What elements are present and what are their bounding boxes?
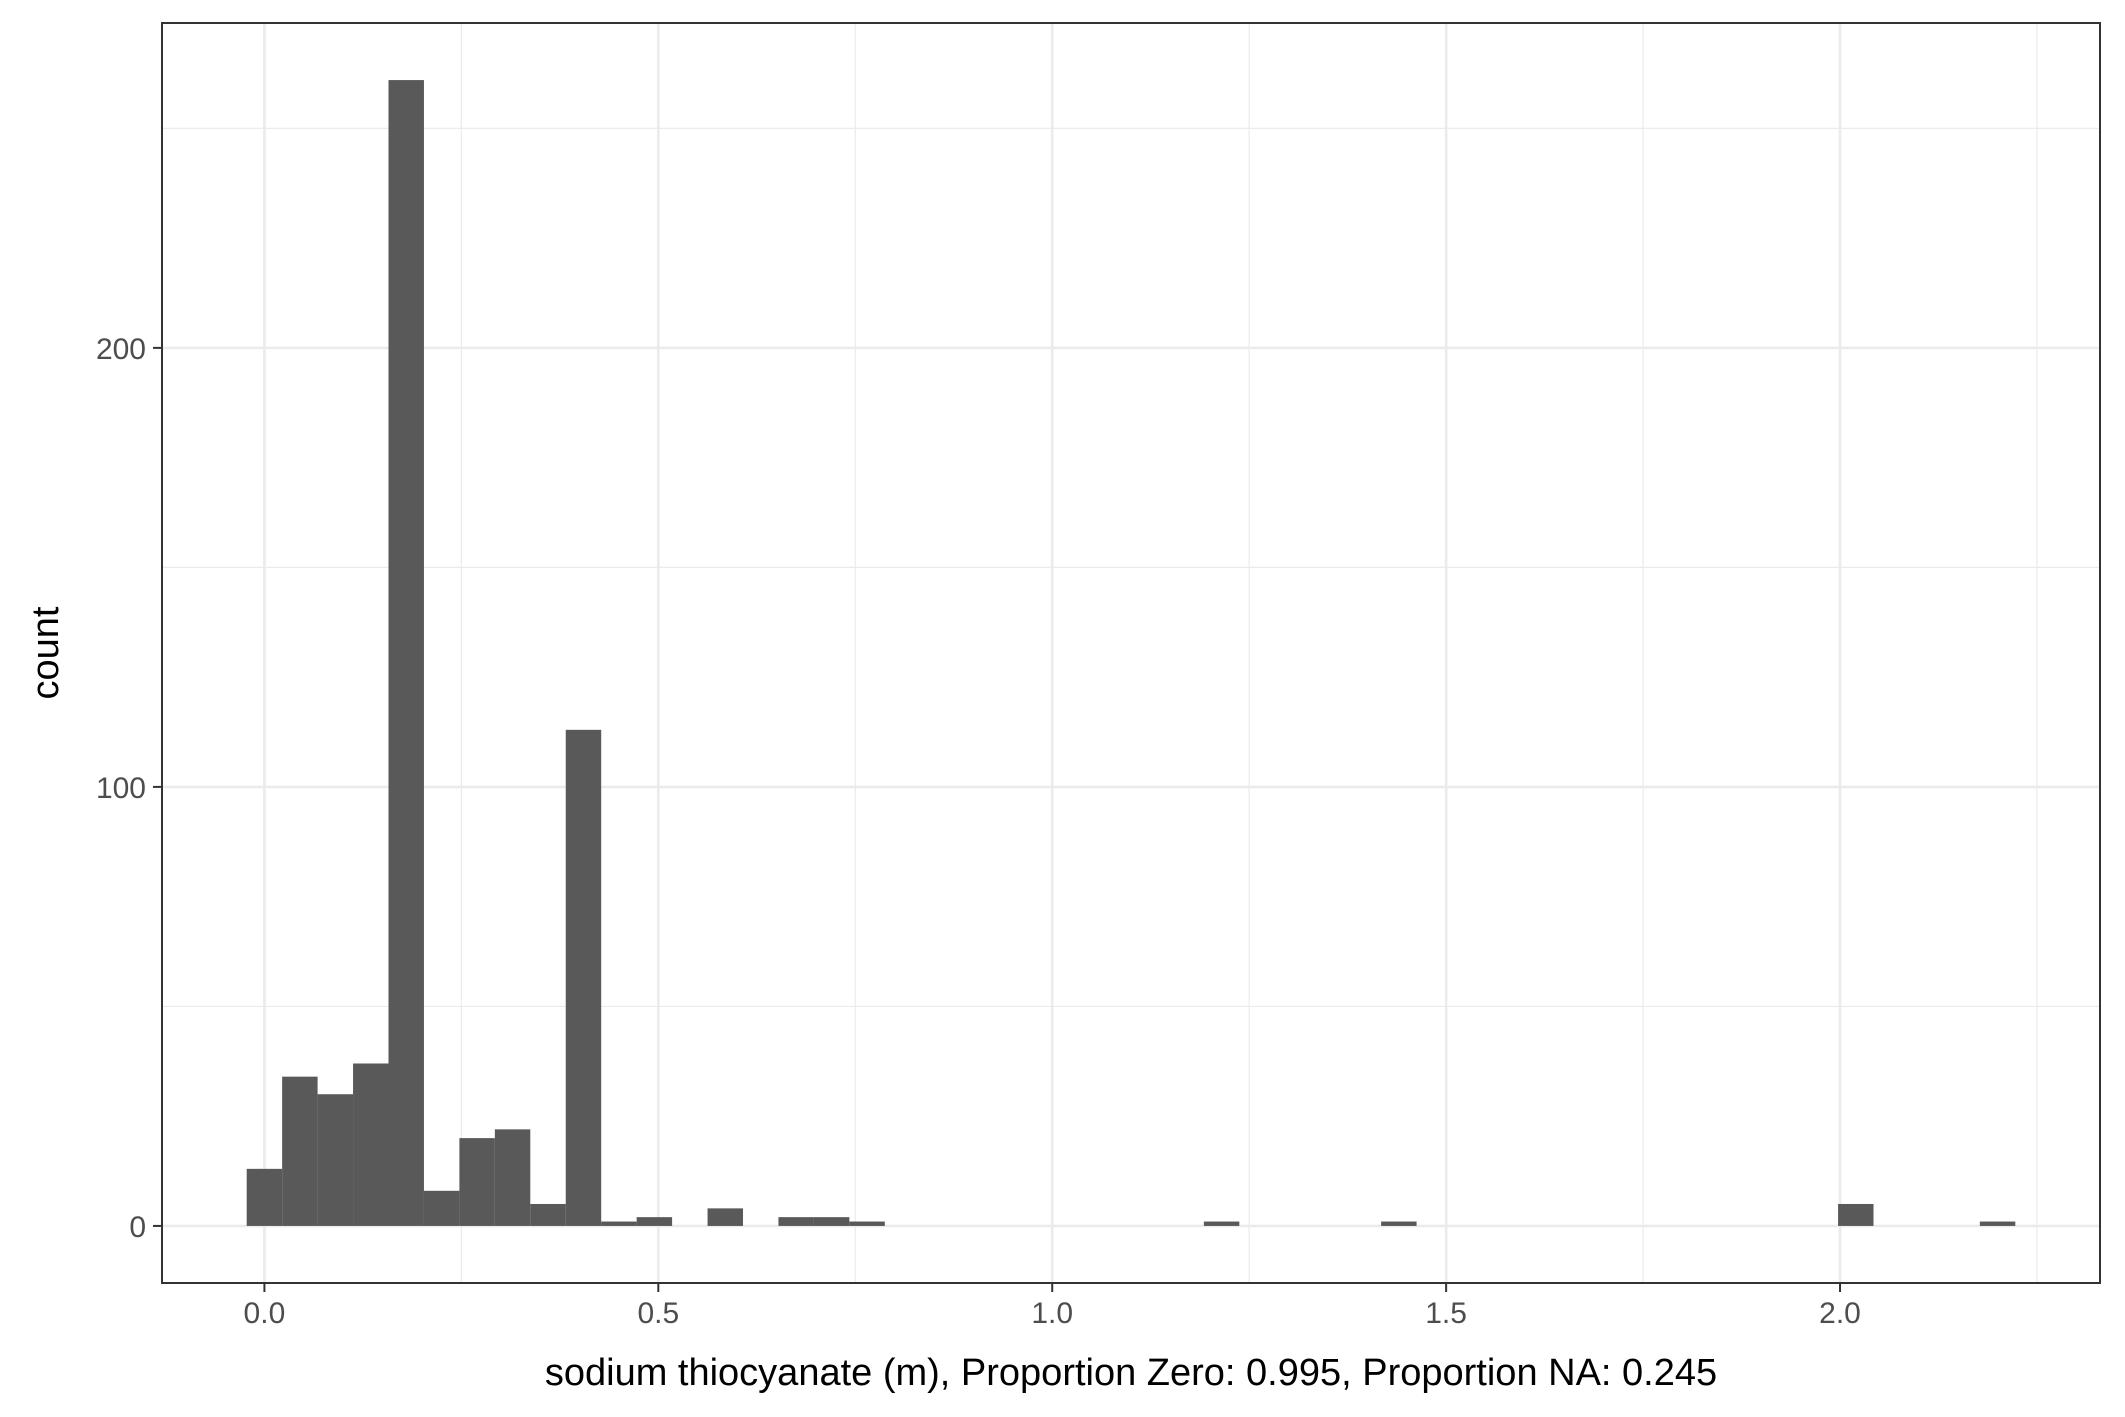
y-axis: 0 100 200	[96, 333, 162, 1244]
histogram-bar	[317, 1094, 354, 1226]
x-tick-label: 0.5	[637, 1297, 679, 1330]
histogram-bar	[565, 729, 602, 1226]
x-tick-label: 2.0	[1819, 1297, 1861, 1330]
histogram-bar	[494, 1129, 531, 1226]
panel-border	[161, 22, 2101, 1284]
histogram-bar	[813, 1217, 850, 1226]
histogram-bar	[246, 1168, 283, 1226]
y-tick-label: 0	[129, 1211, 146, 1244]
x-tick-label: 1.5	[1425, 1297, 1467, 1330]
grid-major	[162, 23, 2100, 1283]
histogram-bar	[423, 1190, 460, 1226]
histogram-bar	[636, 1217, 673, 1226]
histogram-bar	[601, 1221, 637, 1226]
x-axis: 0.0 0.5 1.0 1.5 2.0	[244, 1283, 1861, 1330]
histogram-bar	[778, 1217, 814, 1226]
y-tick-label: 200	[96, 333, 146, 366]
histogram-bar	[707, 1208, 744, 1226]
histogram-bar	[353, 1063, 389, 1226]
histogram-bar	[388, 80, 424, 1226]
y-tick-label: 100	[96, 772, 146, 805]
histogram-bar	[282, 1076, 318, 1226]
bars	[246, 80, 2016, 1226]
histogram-bar	[1979, 1221, 2016, 1226]
histogram-bar	[1838, 1203, 1874, 1226]
x-axis-title: sodium thiocyanate (m), Proportion Zero:…	[545, 1352, 1717, 1394]
y-axis-title: count	[25, 606, 67, 699]
histogram-bar	[459, 1138, 495, 1226]
grid-minor	[162, 23, 2100, 1283]
histogram-bar	[1203, 1221, 1240, 1226]
histogram-bar	[1381, 1221, 1417, 1226]
x-tick-label: 0.0	[244, 1297, 286, 1330]
x-tick-label: 1.0	[1031, 1297, 1073, 1330]
histogram-bar	[849, 1221, 885, 1226]
histogram-bar	[530, 1203, 566, 1226]
